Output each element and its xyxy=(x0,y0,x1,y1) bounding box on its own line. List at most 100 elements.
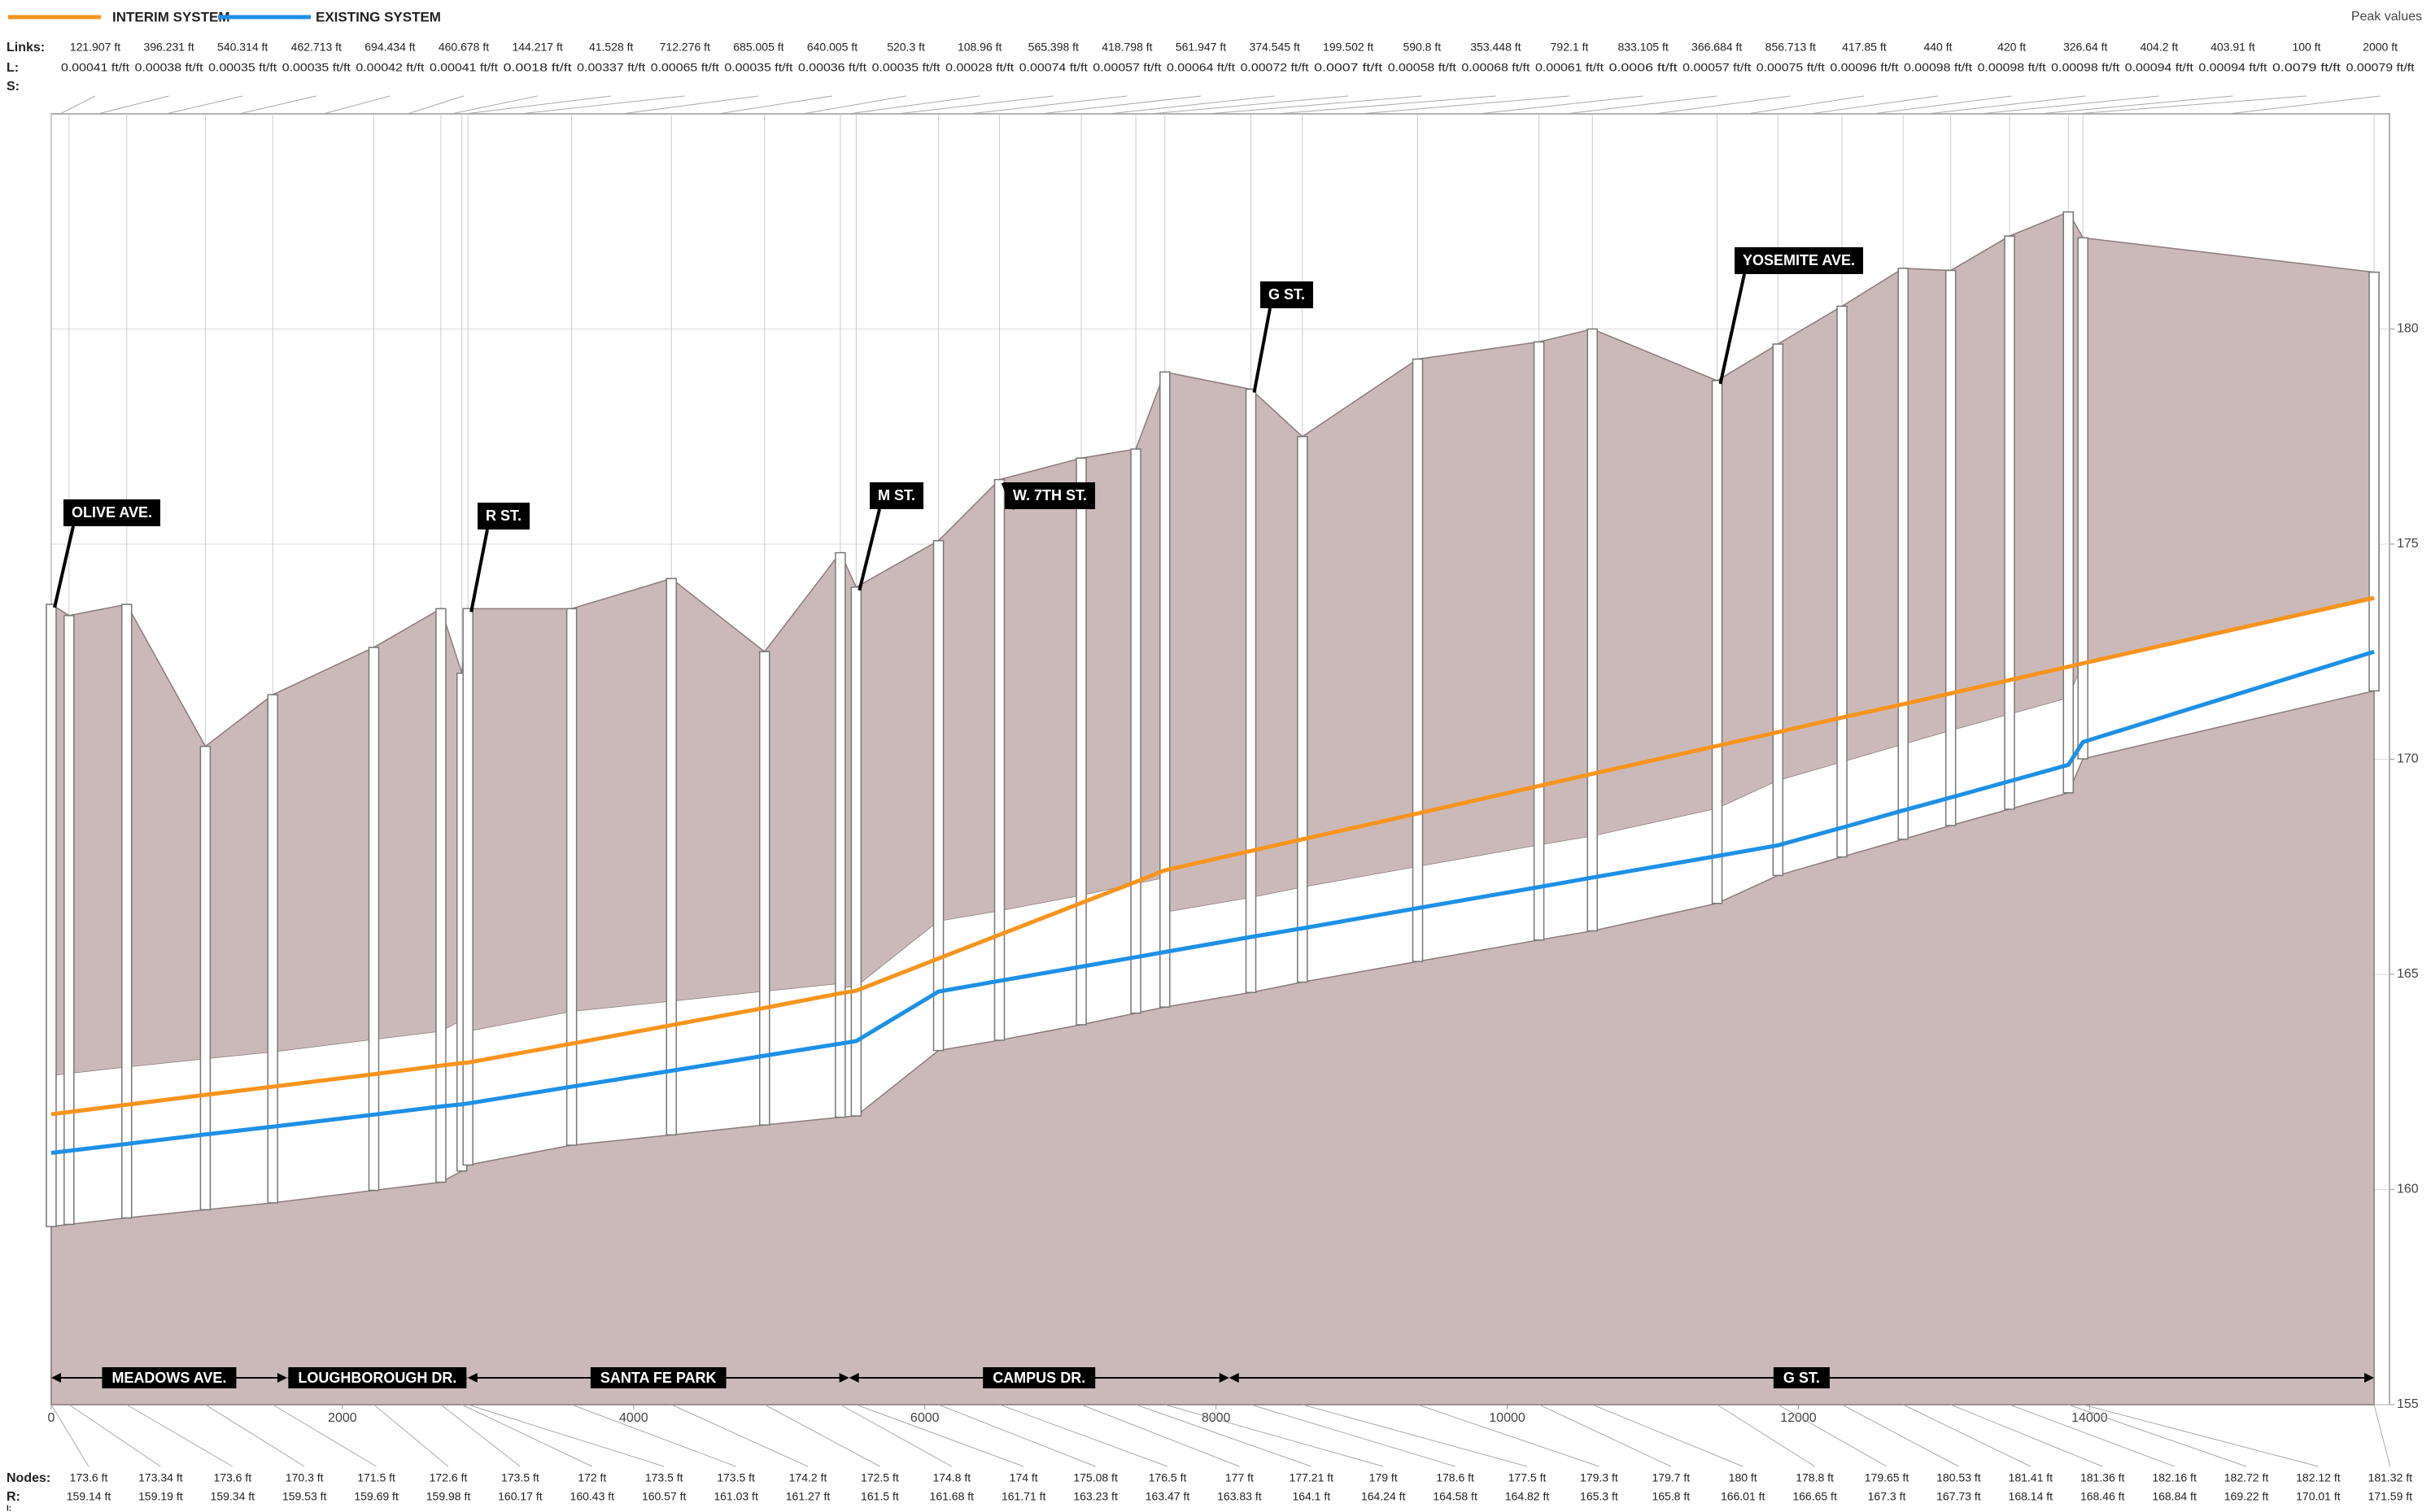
invert-fill xyxy=(50,690,2375,1405)
node-invert: 167.73 ft xyxy=(1936,1490,1981,1503)
node-ground: 177 ft xyxy=(1225,1471,1254,1484)
pipe xyxy=(1081,883,1137,1025)
node-invert: 161.68 ft xyxy=(930,1490,975,1503)
leader xyxy=(1872,95,2012,115)
node-ground: 174 ft xyxy=(1010,1471,1038,1484)
leader xyxy=(1277,95,1496,115)
node-invert: 165.8 ft xyxy=(1652,1490,1690,1503)
x-tick-label: 6000 xyxy=(910,1411,940,1425)
node-ground: 181.32 ft xyxy=(2368,1471,2413,1484)
link-length: 833.105 ft xyxy=(1617,41,1668,54)
node-invert: 163.47 ft xyxy=(1146,1490,1190,1503)
peak-label: Peak values xyxy=(2351,10,2422,24)
leader xyxy=(465,95,612,115)
node-invert: 161.03 ft xyxy=(714,1490,758,1503)
legend-label: EXISTING SYSTEM xyxy=(316,9,441,24)
callout-box xyxy=(1005,482,1096,509)
leader xyxy=(205,1404,305,1467)
leader xyxy=(718,95,833,115)
leader xyxy=(68,1404,161,1467)
pipe xyxy=(1250,887,1303,993)
node-ground: 179.65 ft xyxy=(1865,1471,1909,1484)
node-ground: 179 ft xyxy=(1369,1471,1398,1484)
link-slope: 0.00074 ft/ft xyxy=(1019,61,1088,74)
leader xyxy=(1950,1404,2103,1467)
link-slope: 0.00058 ft/ft xyxy=(1388,61,1456,74)
manhole xyxy=(435,608,447,1183)
leader xyxy=(323,95,391,115)
link-slope: 0.00057 ft/ft xyxy=(1093,61,1161,74)
row-label: Links: xyxy=(7,41,45,54)
manhole xyxy=(993,478,1006,1041)
callout-label: R ST. xyxy=(486,508,522,524)
leader xyxy=(2075,95,2307,115)
node-ground: 180 ft xyxy=(1729,1471,1757,1484)
node-invert: 160.43 ft xyxy=(570,1490,615,1503)
leader xyxy=(571,1404,736,1467)
pipe xyxy=(1903,730,1951,839)
node-invert: 160.17 ft xyxy=(498,1490,543,1503)
street-box xyxy=(1773,1367,1830,1388)
callout-pointer xyxy=(1252,307,1272,393)
y-tick-label: 160 xyxy=(2397,1183,2419,1196)
y-tick-label: 155 xyxy=(2397,1397,2419,1411)
node-invert: 168.84 ft xyxy=(2152,1490,2197,1503)
node-ground: 178.8 ft xyxy=(1796,1471,1834,1484)
link-length: 420 ft xyxy=(1997,41,2026,54)
manhole xyxy=(120,603,133,1219)
pipe xyxy=(999,895,1082,1040)
node-invert: 164.1 ft xyxy=(1292,1490,1330,1503)
node-ground: 171.5 ft xyxy=(357,1471,395,1484)
node-invert: 159.53 ft xyxy=(282,1490,327,1503)
link-slope: 0.00035 ft/ft xyxy=(724,61,792,74)
pipe xyxy=(1717,780,1779,904)
node-ground: 172.6 ft xyxy=(430,1471,468,1484)
node-ground: 175.08 ft xyxy=(1073,1471,1118,1484)
node-ground: 174.8 ft xyxy=(932,1471,971,1484)
manhole xyxy=(462,608,474,1166)
node-invert: 167.3 ft xyxy=(1868,1490,1906,1503)
callout-label: W. 7TH ST. xyxy=(1013,487,1087,503)
leader xyxy=(1135,1404,1312,1467)
node-invert: 168.14 ft xyxy=(2009,1490,2053,1503)
link-length: 565.398 ft xyxy=(1028,41,1079,54)
node-ground: 181.36 ft xyxy=(2080,1471,2125,1484)
link-length: 712.276 ft xyxy=(660,41,710,54)
node-ground: 180.53 ft xyxy=(1936,1471,1981,1484)
node-invert: 159.98 ft xyxy=(426,1490,471,1503)
callout-label: M ST. xyxy=(878,487,915,503)
link-slope: 0.00028 ft/ft xyxy=(945,61,1014,74)
leader xyxy=(999,1404,1168,1467)
manhole xyxy=(932,540,945,1052)
y-tick-label: 170 xyxy=(2397,752,2419,766)
leader xyxy=(671,1404,809,1467)
link-length: 353.448 ft xyxy=(1470,41,1521,54)
manhole xyxy=(1897,268,1909,840)
street-label: LOUGHBOROUGH DR. xyxy=(298,1370,456,1386)
leader xyxy=(856,1404,1024,1467)
manhole xyxy=(835,551,846,1118)
x-tick-label: 0 xyxy=(48,1411,55,1425)
link-slope: 0.0079 ft/ft xyxy=(2272,61,2341,74)
pipe xyxy=(2009,698,2069,809)
node-ground: 176.5 ft xyxy=(1149,1471,1187,1484)
leader xyxy=(1538,1404,1672,1467)
callout-pointer xyxy=(469,529,489,612)
node-invert: 161.27 ft xyxy=(786,1490,831,1503)
link-length: 418.798 ft xyxy=(1102,41,1152,54)
street-box xyxy=(102,1367,237,1388)
node-invert: 166.65 ft xyxy=(1792,1490,1837,1503)
link-slope: 0.00075 ft/ft xyxy=(1757,61,1825,74)
callout-pointer xyxy=(858,508,881,591)
manhole xyxy=(1711,380,1723,904)
street-label: SANTA FE PARK xyxy=(600,1370,717,1386)
link-length: 462.713 ft xyxy=(291,41,342,54)
leader xyxy=(468,1404,665,1467)
link-slope: 0.00042 ft/ft xyxy=(356,61,424,74)
pipe xyxy=(1950,714,2010,826)
node-invert: 159.14 ft xyxy=(67,1490,111,1503)
x-tick-label: 10000 xyxy=(1489,1411,1525,1425)
y-tick-label: 175 xyxy=(2397,537,2419,551)
